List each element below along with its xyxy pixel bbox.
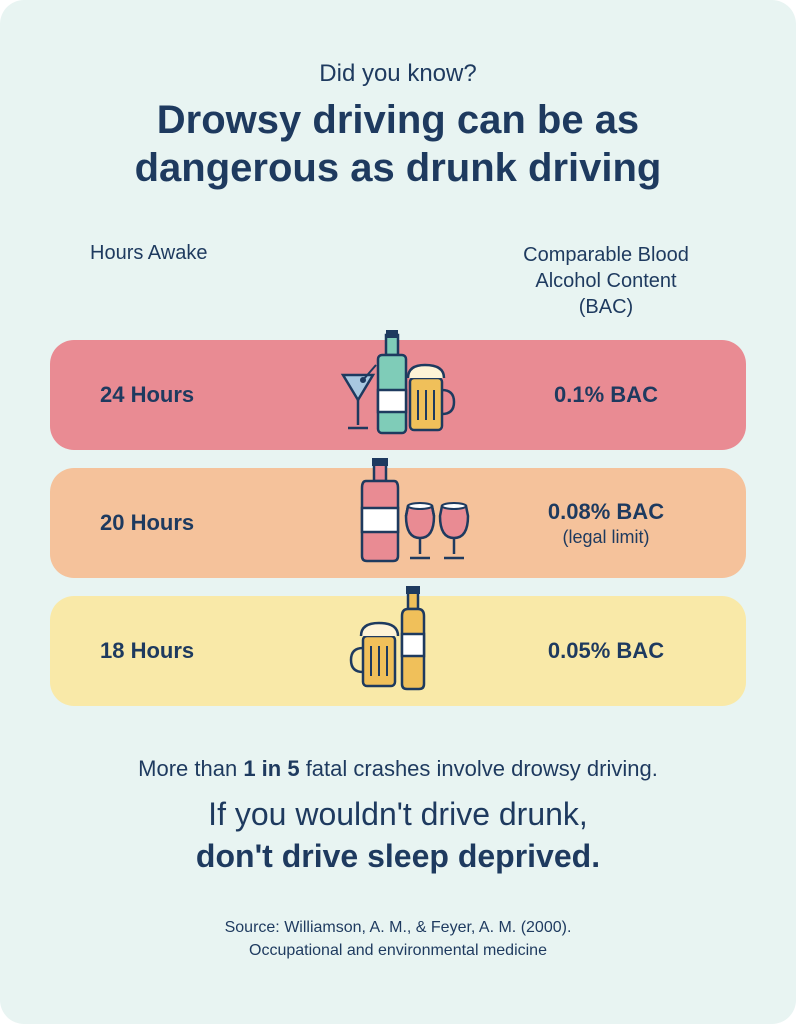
row-24-hours: 24 Hours <box>50 340 746 450</box>
row-hours-label: 24 Hours <box>100 382 250 408</box>
bac-text: 0.08% BAC <box>548 499 664 524</box>
row-bac-value: 0.1% BAC <box>516 382 696 408</box>
cta-line1: If you wouldn't drive drunk, <box>50 794 746 836</box>
source-text: Source: Williamson, A. M., & Feyer, A. M… <box>50 917 746 962</box>
cta-line2: don't drive sleep deprived. <box>50 836 746 878</box>
col-header-hours: Hours Awake <box>90 242 207 320</box>
cta-text: If you wouldn't drive drunk, don't drive… <box>50 794 746 877</box>
beer-mug-bottle-icon <box>308 576 488 706</box>
row-20-hours: 20 Hours <box>50 468 746 578</box>
stat-text: More than 1 in 5 fatal crashes involve d… <box>50 756 746 782</box>
stat-suffix: fatal crashes involve drowsy driving. <box>300 756 658 781</box>
eyebrow-text: Did you know? <box>50 60 746 88</box>
bac-sub: (legal limit) <box>516 527 696 548</box>
headline-text: Drowsy driving can be as dangerous as dr… <box>50 96 746 192</box>
stat-bold: 1 in 5 <box>243 756 299 781</box>
cocktail-wine-beer-icon <box>308 320 488 450</box>
infographic-card: Did you know? Drowsy driving can be as d… <box>0 0 796 1024</box>
row-hours-label: 18 Hours <box>100 638 250 664</box>
source-line2: Occupational and environmental medicine <box>50 940 746 962</box>
row-bac-value: 0.08% BAC (legal limit) <box>516 499 696 548</box>
bac-text: 0.1% BAC <box>554 382 658 407</box>
row-bac-value: 0.05% BAC <box>516 638 696 664</box>
col-header-bac: Comparable Blood Alcohol Content (BAC) <box>506 242 706 320</box>
data-rows: 24 Hours <box>50 340 746 706</box>
column-headers: Hours Awake Comparable Blood Alcohol Con… <box>50 242 746 320</box>
source-line1: Source: Williamson, A. M., & Feyer, A. M… <box>50 917 746 939</box>
stat-prefix: More than <box>138 756 243 781</box>
row-18-hours: 18 Hours 0.05% BAC <box>50 596 746 706</box>
wine-bottle-glasses-icon <box>308 448 488 578</box>
row-hours-label: 20 Hours <box>100 510 250 536</box>
bac-text: 0.05% BAC <box>548 638 664 663</box>
